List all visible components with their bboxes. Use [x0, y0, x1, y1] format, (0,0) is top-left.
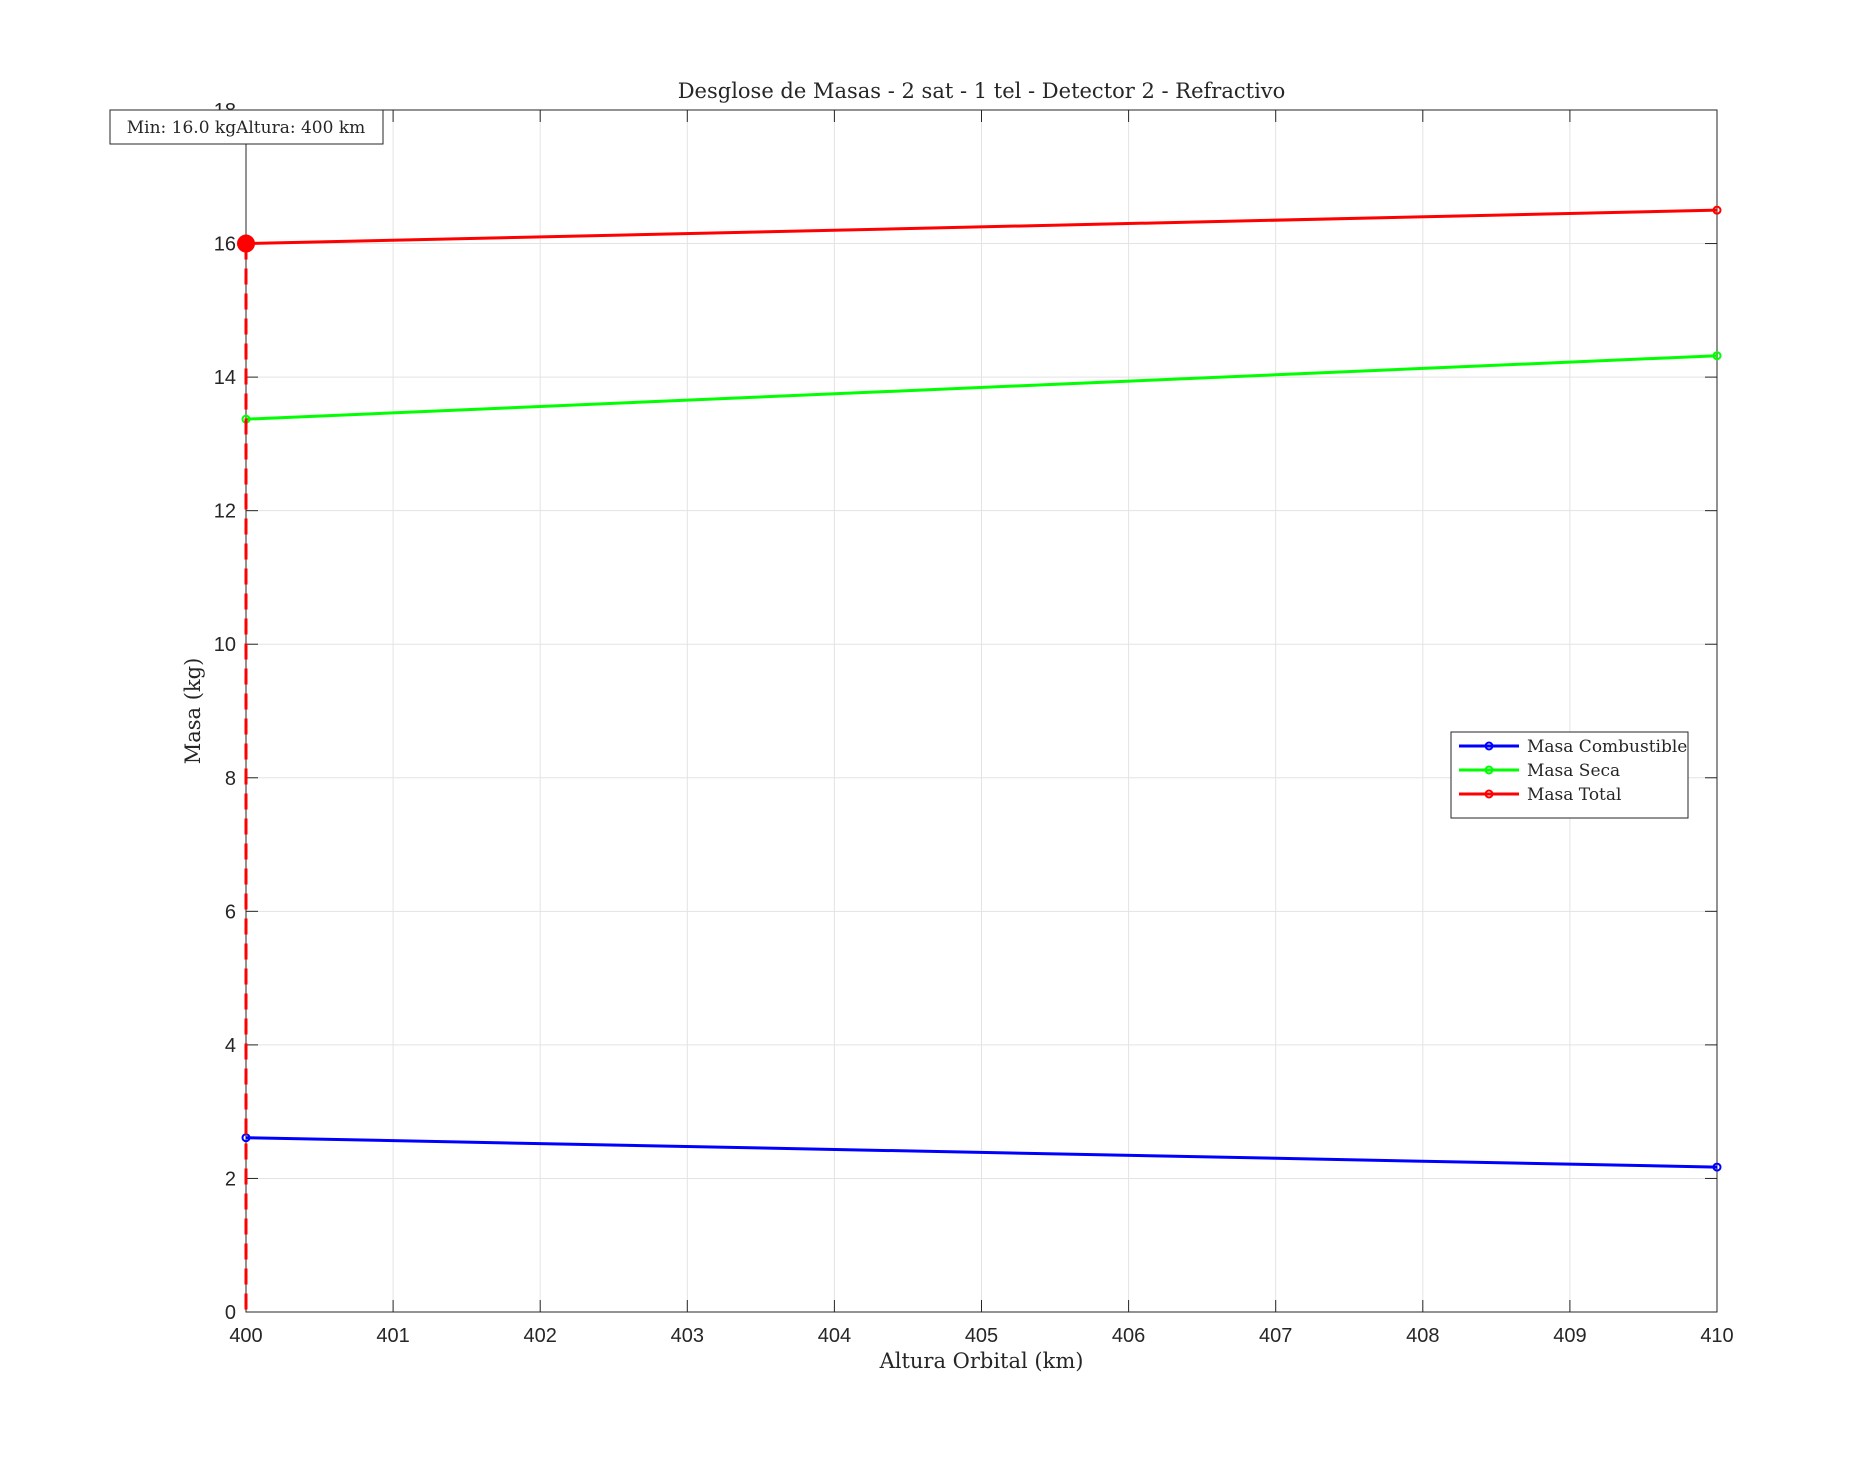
- y-tick-label: 14: [214, 367, 236, 389]
- annotation: Min: 16.0 kgAltura: 400 km: [109, 109, 384, 1312]
- series-point: [1712, 1162, 1722, 1172]
- y-tick-label: 16: [214, 234, 236, 256]
- legend-swatch-marker: [1484, 789, 1494, 799]
- x-tick-label: 400: [229, 1325, 262, 1347]
- chart-title: Desglose de Masas - 2 sat - 1 tel - Dete…: [678, 79, 1286, 103]
- series-point: [1712, 351, 1722, 361]
- series: [241, 205, 1722, 1172]
- x-tick-label: 404: [818, 1325, 851, 1347]
- series-point: [1712, 205, 1722, 215]
- x-axis-label: Altura Orbital (km): [879, 1349, 1084, 1373]
- series-line: [245, 1136, 1718, 1169]
- x-tick-label: 402: [524, 1325, 557, 1347]
- x-tick-label: 401: [376, 1325, 409, 1347]
- x-tick-label: 407: [1259, 1325, 1292, 1347]
- y-tick-label: 6: [225, 901, 236, 923]
- y-axis-label: Masa (kg): [181, 658, 205, 765]
- y-tick-label: 10: [214, 634, 236, 656]
- x-tick-label: 406: [1112, 1325, 1145, 1347]
- y-tick-label: 0: [225, 1302, 236, 1324]
- x-tick-label: 408: [1406, 1325, 1439, 1347]
- series-line: [245, 208, 1718, 246]
- legend-entry: Masa Total: [1527, 785, 1621, 805]
- y-tick-label: 12: [214, 501, 236, 523]
- y-tick-label: 2: [225, 1168, 236, 1190]
- y-tick-label: 4: [225, 1035, 236, 1057]
- legend-swatch-marker: [1484, 741, 1494, 751]
- x-tick-label: 410: [1700, 1325, 1733, 1347]
- x-tick-label: 405: [965, 1325, 998, 1347]
- y-tick-label: 8: [225, 768, 236, 790]
- legend-entry: Masa Combustible: [1527, 737, 1687, 757]
- annotation-box: [109, 109, 384, 145]
- legend: Masa Combustible Masa Seca Masa Total: [1450, 731, 1689, 819]
- x-tick-label: 403: [671, 1325, 704, 1347]
- annotation-text: Min: 16.0 kgAltura: 400 km: [127, 118, 366, 138]
- x-tick-label: 409: [1553, 1325, 1586, 1347]
- legend-swatch-marker: [1484, 765, 1494, 775]
- legend-entry: Masa Seca: [1527, 761, 1620, 781]
- series-line: [245, 354, 1718, 421]
- annotation-marker: [237, 234, 255, 253]
